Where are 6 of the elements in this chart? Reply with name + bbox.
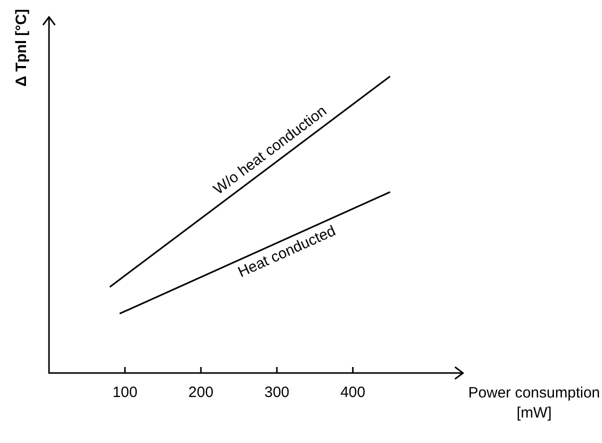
y-axis-title: Δ Tpnl [°C] — [13, 8, 30, 87]
x-tick-label: 300 — [264, 384, 290, 402]
x-tick-label: 200 — [188, 384, 214, 402]
x-axis-title: Power consumption [mW] — [468, 384, 600, 422]
x-tick-label: 400 — [340, 384, 366, 402]
x-tick-label: 100 — [112, 384, 138, 402]
